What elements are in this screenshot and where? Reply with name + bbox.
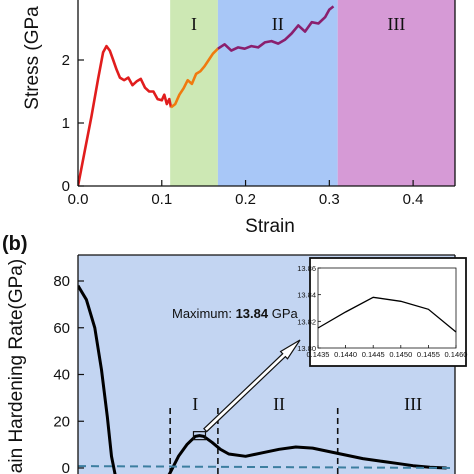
y-ticks: 0 1 2 [62,52,84,195]
annotation-unit: GPa [268,306,298,321]
panel-label: (b) [2,233,28,255]
inset-x-ticks: 0.1435 0.1440 0.1445 0.1450 0.1455 0.1460 [307,345,468,359]
hardening-curve [78,284,455,474]
x-tick-label: 0.4 [403,191,424,208]
zoom-arrow [203,339,301,433]
region-label: I [191,14,197,34]
inset-x-tick-label: 0.1460 [445,350,468,359]
y-tick-label: 1 [62,115,70,132]
inset-x-tick-label: 0.1435 [307,350,330,359]
inset-axes [317,267,457,349]
region-label: II [272,14,284,34]
region-3 [337,0,455,186]
zone-labels: I II III [192,394,422,414]
y-tick-label: 20 [53,413,70,430]
region-label: III [387,14,405,34]
series-line-2 [78,465,455,469]
panel-a: I II III 0.0 0.1 0.2 0.3 0.4 012 Strain Stress… [22,0,456,237]
y-tick-label: 60 [53,320,70,337]
inset-y-ticks: 13.80 13.82 13.84 13.86 [297,264,321,353]
annotation-value: 13.84 [236,306,269,321]
inset-curve [317,296,457,333]
y-tick-label: 40 [53,367,70,384]
y-tick-label: 2 [62,52,70,69]
x-ticks: 0.0 0.1 0.2 0.3 0.4 [68,180,424,208]
zone-label: III [404,394,422,414]
region-bands [170,0,455,186]
inset-y-tick-label: 13.86 [297,264,316,273]
inset-y-tick-label: 13.84 [297,291,316,300]
inset-x-tick-label: 0.1450 [389,350,412,359]
inset-x-tick-label: 0.1440 [334,350,357,359]
y-axis-label: ain Hardening Rate(GPa) [6,259,27,473]
x-tick-label: 0.0 [68,191,89,208]
series-line-1 [78,284,447,474]
inset-x-tick-label: 0.1455 [417,350,440,359]
y-axis-label: Stress (GPa [22,6,43,110]
series-line-1 [78,44,173,186]
inset-series-line-1 [317,296,457,333]
inset-y-tick-label: 13.80 [297,344,316,353]
x-tick-label: 0.3 [319,191,340,208]
inset-y-tick-label: 13.82 [297,317,316,326]
x-tick-label: 0.2 [235,191,256,208]
y-tick-label: 0 [62,460,70,474]
series-line-3 [217,5,335,52]
region-1 [170,0,218,186]
y-tick-label: 0 [62,178,70,195]
zone-label: II [273,394,285,414]
x-tick-label: 0.1 [151,191,172,208]
series-line-2 [170,47,219,109]
inset-x-tick-label: 0.1445 [362,350,385,359]
annotation-prefix: Maximum: [172,306,236,321]
inset-chart: 0.1435 0.1440 0.1445 0.1450 0.1455 0.1460 13.… [297,257,468,367]
y-tick-label: 80 [53,273,70,290]
region-2 [217,0,338,186]
zone-labels: I II III [191,14,405,34]
x-axis-label: Strain [245,216,295,237]
maximum-marker [192,431,207,441]
zone-label: I [192,394,198,414]
maximum-annotation: Maximum: 13.84 GPa [172,306,299,321]
y-ticks: 0 20 40 60 80 [53,273,84,474]
stress-curve [78,5,335,186]
